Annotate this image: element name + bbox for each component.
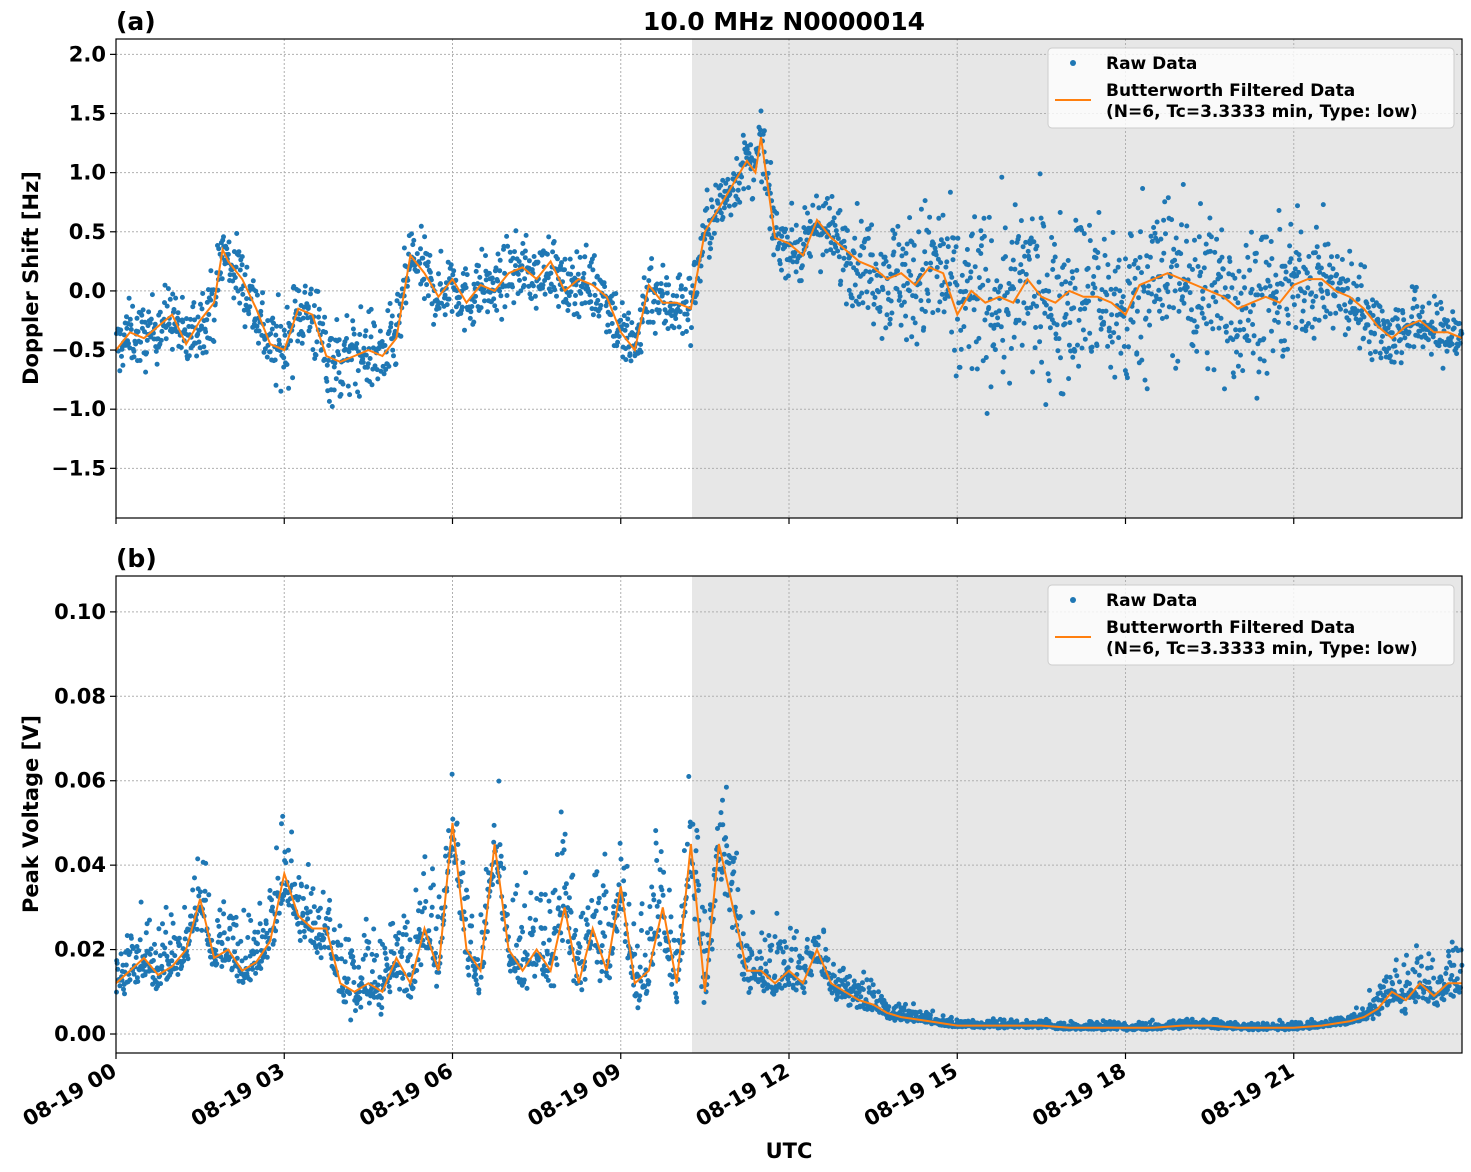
y-tick-label: −1.0 — [51, 397, 106, 421]
panel-label-b: (b) — [116, 544, 157, 573]
y-tick-label: −1.5 — [51, 456, 106, 480]
y-tick-label: 0.5 — [69, 220, 106, 244]
legend-raw-marker-b — [1070, 597, 1076, 603]
legend-filtered-params-b: (N=6, Tc=3.3333 min, Type: low) — [1106, 639, 1418, 659]
x-tick-label: 08-19 06 — [355, 1059, 457, 1132]
y-tick-label: 0.00 — [54, 1022, 106, 1046]
y-tick-label: 0.0 — [69, 279, 106, 303]
filtered-line-b — [115, 822, 1462, 1029]
x-tick-label: 08-19 12 — [692, 1059, 794, 1132]
y-axis-label-b: Peak Voltage [V] — [19, 715, 43, 913]
x-tick-label: 08-19 09 — [523, 1059, 625, 1132]
x-ticks-a — [115, 518, 1295, 524]
legend-filtered-params-a: (N=6, Tc=3.3333 min, Type: low) — [1106, 102, 1418, 122]
x-tick-label: 08-19 21 — [1196, 1059, 1298, 1132]
filtered-line-a — [115, 137, 1463, 363]
y-tick-label: 0.06 — [54, 769, 106, 793]
y-ticks-a: −1.5 −1.0 −0.5 0.0 0.5 1.0 1.5 2.0 — [51, 42, 116, 480]
x-ticks-b: 08-19 00 08-19 03 08-19 06 08-19 09 08-19 12… — [19, 1053, 1298, 1132]
legend-raw-label-b: Raw Data — [1106, 591, 1197, 611]
y-tick-label: 0.10 — [54, 600, 106, 624]
legend-raw-marker-a — [1070, 60, 1076, 66]
legend-raw-label-a: Raw Data — [1106, 54, 1197, 74]
panel-b: 0.000.020.040.060.080.10 08-19 00 08-19 0… — [19, 544, 1465, 1132]
legend-a: Raw Data Butterworth Filtered Data (N=6,… — [1047, 47, 1455, 129]
legend-b: Raw Data Butterworth Filtered Data (N=6,… — [1047, 584, 1455, 666]
legend-filtered-label-b: Butterworth Filtered Data — [1106, 618, 1355, 638]
x-tick-label: 08-19 15 — [860, 1059, 962, 1132]
panel-a: −1.5 −1.0 −0.5 0.0 0.5 1.0 1.5 2.0 (a) Doppler … — [19, 7, 1465, 524]
y-tick-label: 1.0 — [69, 161, 106, 185]
y-tick-label: 2.0 — [69, 42, 106, 66]
y-ticks-b: 0.00 0.02 0.04 0.06 0.08 0.10 — [54, 600, 116, 1046]
x-tick-label: 08-19 03 — [187, 1059, 289, 1132]
y-axis-label-a: Doppler Shift [Hz] — [19, 171, 43, 385]
x-axis-label: UTC — [766, 1139, 813, 1163]
y-tick-label: 0.02 — [54, 938, 106, 962]
x-tick-label: 08-19 00 — [19, 1059, 121, 1132]
y-tick-label: 1.5 — [69, 102, 106, 126]
y-tick-label: 0.08 — [54, 684, 106, 708]
legend-filtered-label-a: Butterworth Filtered Data — [1106, 81, 1355, 101]
figure-title: 10.0 MHz N0000014 — [643, 7, 925, 36]
x-tick-label: 08-19 18 — [1028, 1059, 1130, 1132]
y-tick-label: −0.5 — [51, 338, 106, 362]
panel-label-a: (a) — [116, 7, 156, 36]
y-tick-label: 0.04 — [54, 853, 106, 877]
